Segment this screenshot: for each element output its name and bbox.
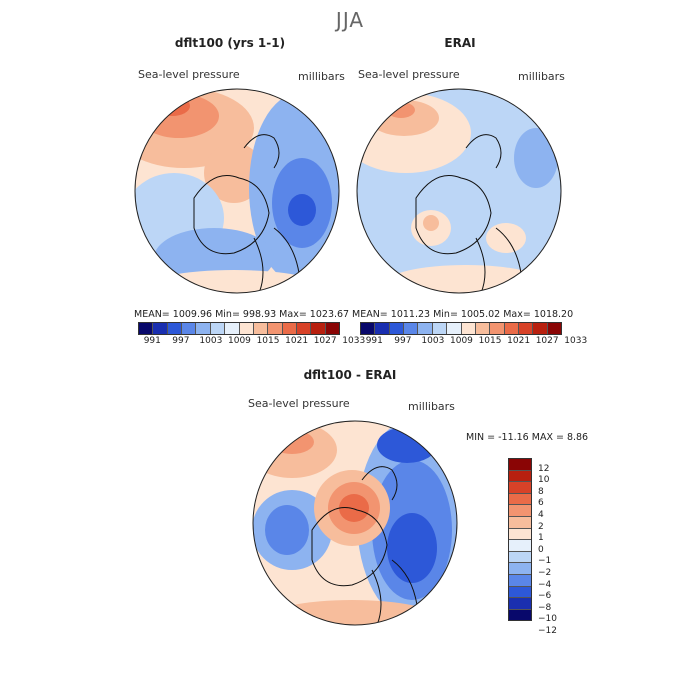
colorbar-tick-label: 1021 xyxy=(507,336,531,346)
colorbar-tick-label: 1027 xyxy=(535,336,559,346)
colorbar-swatch xyxy=(325,323,340,334)
colorbar-tick-label: 1003 xyxy=(421,336,445,346)
colorbar-tick-label: 6 xyxy=(538,498,544,509)
colorbar-swatch xyxy=(509,528,531,541)
colorbar-swatch xyxy=(196,323,211,334)
colorbar-tick-label: 1033 xyxy=(342,336,366,346)
panel-title-model: dflt100 (yrs 1-1) xyxy=(174,36,286,50)
colorbar-tick-label: 2 xyxy=(538,521,544,532)
colorbar-swatch xyxy=(509,516,531,529)
colorbar-swatch xyxy=(490,323,505,334)
colorbar-tick-label: −2 xyxy=(538,568,552,578)
colorbar-swatch xyxy=(509,459,531,471)
colorbar-swatch xyxy=(447,323,462,334)
colorbar-tick-label: 8 xyxy=(538,486,544,497)
colorbar-tick-label: 1027 xyxy=(313,336,337,346)
colorbar-swatch xyxy=(389,323,405,334)
colorbar-swatch xyxy=(509,563,531,575)
units-label-model: millibars xyxy=(298,70,345,83)
colorbar-swatch xyxy=(418,323,433,334)
slp-map-model xyxy=(134,88,340,294)
colorbar-tick-label: 12 xyxy=(538,463,550,474)
colorbar-swatch xyxy=(210,323,226,334)
colorbar-tick-label: −10 xyxy=(538,614,557,625)
colorbar-swatch xyxy=(361,323,376,334)
colorbar-tick-label: 1021 xyxy=(285,336,309,346)
colorbar-swatch xyxy=(509,540,531,552)
colorbar-tick-label: −8 xyxy=(538,602,552,613)
colorbar-swatch xyxy=(509,505,531,517)
slp-difference-map xyxy=(252,420,458,626)
colorbar-tick-label: 991 xyxy=(143,336,161,346)
colorbar-tick-label: −1 xyxy=(538,556,552,567)
colorbar-tick-label: 1009 xyxy=(450,336,473,346)
panel-title-diff: dflt100 - ERAI xyxy=(303,368,397,382)
colorbar-swatch xyxy=(504,323,519,334)
panel-title-obs: ERAI xyxy=(444,36,476,50)
colorbar-tick-label: 10 xyxy=(538,475,550,486)
colorbar-swatch xyxy=(404,323,419,334)
colorbar-swatch xyxy=(296,323,312,334)
stats-model: MEAN= 1009.96 Min= 998.93 Max= 1023.67 xyxy=(134,309,350,320)
colorbar-swatch xyxy=(282,323,297,334)
colorbar-swatch xyxy=(153,323,168,334)
colorbar-model xyxy=(138,322,340,335)
field-label-model: Sea-level pressure xyxy=(138,68,240,81)
colorbar-tick-label: −4 xyxy=(538,579,552,590)
slp-map-obs xyxy=(356,88,562,294)
colorbar-swatch xyxy=(375,323,390,334)
colorbar-swatch xyxy=(253,323,269,334)
colorbar-swatch xyxy=(509,598,531,610)
colorbar-swatch xyxy=(239,323,254,334)
stats-obs: MEAN= 1011.23 Min= 1005.02 Max= 1018.20 xyxy=(352,309,574,320)
colorbar-tick-label: 1033 xyxy=(564,336,588,346)
colorbar-tick-label: 997 xyxy=(394,336,412,346)
units-label-obs: millibars xyxy=(518,70,565,83)
colorbar-swatch xyxy=(509,586,531,599)
colorbar-swatch xyxy=(182,323,197,334)
colorbar-tick-label: 1015 xyxy=(256,336,280,346)
field-label-obs: Sea-level pressure xyxy=(358,68,460,81)
colorbar-swatch xyxy=(509,574,531,587)
colorbar-tick-label: 1003 xyxy=(199,336,223,346)
colorbar-tick-label: 4 xyxy=(538,510,544,520)
colorbar-swatch xyxy=(509,493,531,506)
units-label-diff: millibars xyxy=(408,400,455,413)
colorbar-swatch xyxy=(268,323,283,334)
colorbar-obs xyxy=(360,322,562,335)
field-label-diff: Sea-level pressure xyxy=(248,397,350,410)
colorbar-diff xyxy=(508,458,532,622)
colorbar-swatch xyxy=(509,482,531,494)
colorbar-swatch xyxy=(509,609,531,621)
colorbar-tick-label: −12 xyxy=(538,626,557,636)
colorbar-tick-label: 997 xyxy=(172,336,190,346)
colorbar-swatch xyxy=(432,323,448,334)
colorbar-swatch xyxy=(547,323,562,334)
colorbar-tick-label: 1009 xyxy=(228,336,251,346)
colorbar-swatch xyxy=(509,470,531,483)
colorbar-tick-label: −6 xyxy=(538,591,552,602)
stats-diff: MIN = -11.16 MAX = 8.86 xyxy=(466,432,589,443)
colorbar-swatch xyxy=(311,323,326,334)
colorbar-tick-label: 1 xyxy=(538,533,544,544)
season-title: JJA xyxy=(335,8,365,32)
colorbar-tick-label: 991 xyxy=(365,336,383,346)
colorbar-swatch xyxy=(475,323,491,334)
colorbar-swatch xyxy=(533,323,548,334)
colorbar-swatch xyxy=(518,323,534,334)
colorbar-swatch xyxy=(167,323,183,334)
colorbar-swatch xyxy=(139,323,154,334)
colorbar-tick-label: 1015 xyxy=(478,336,502,346)
colorbar-swatch xyxy=(225,323,240,334)
colorbar-tick-label: 0 xyxy=(538,544,544,555)
colorbar-swatch xyxy=(461,323,476,334)
colorbar-swatch xyxy=(509,551,531,564)
